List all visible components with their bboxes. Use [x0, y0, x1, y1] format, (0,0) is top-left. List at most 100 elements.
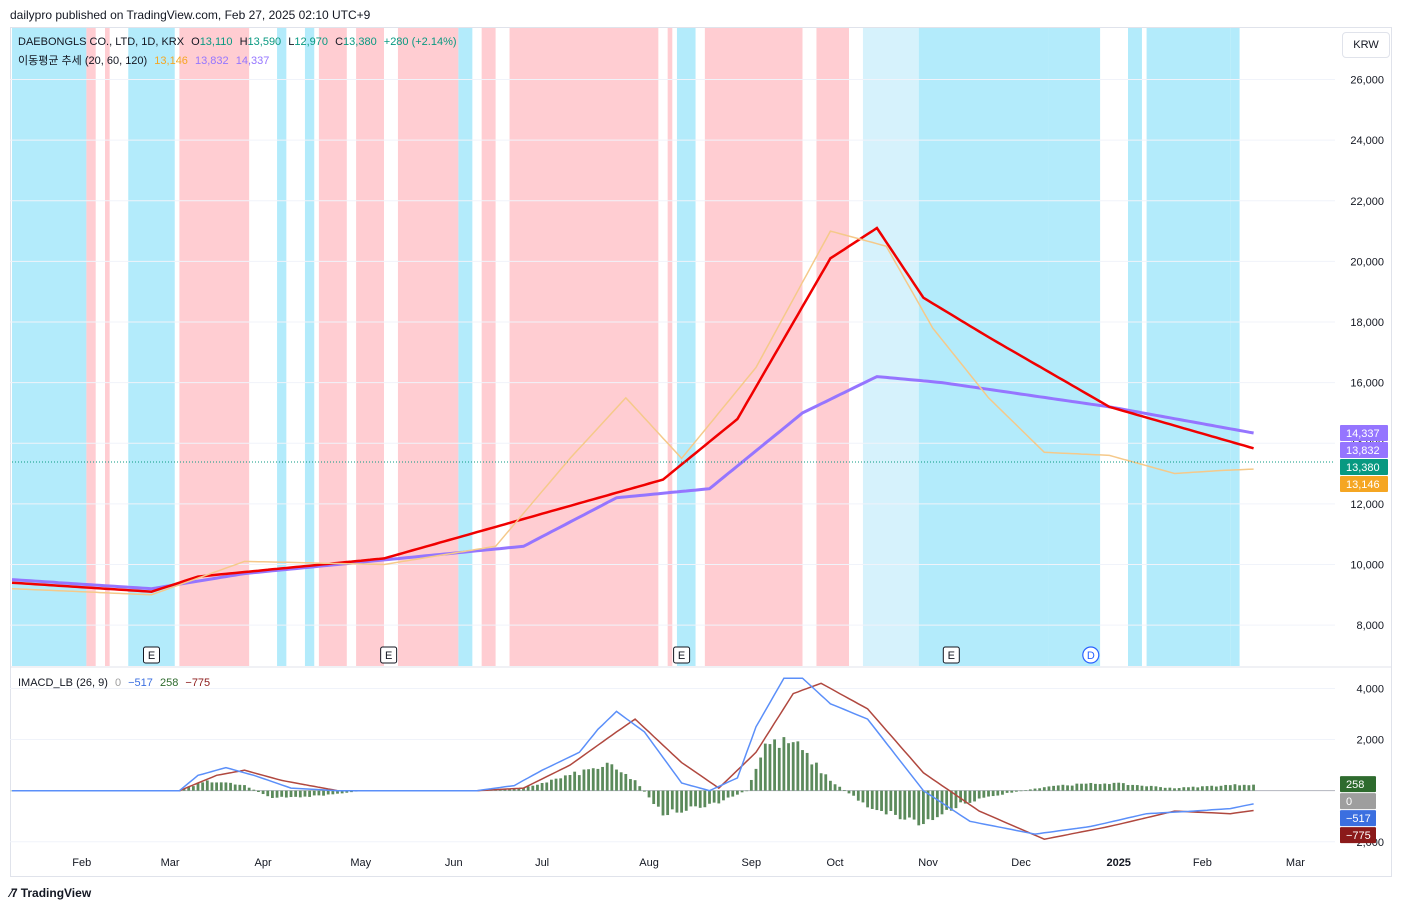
- macd-hist-bar: [694, 790, 697, 807]
- macd-hist-bar: [1024, 790, 1028, 791]
- macd-hist-bar: [749, 779, 753, 791]
- time-axis[interactable]: Feb Mar Apr May Jun Jul Aug Sep Oct Nov Dec 2025 Feb…: [72, 857, 1305, 869]
- macd-hist-bar: [684, 790, 688, 811]
- background-zone: [318, 28, 347, 666]
- price-label: 13,832: [1340, 442, 1388, 459]
- macd-hist-bar: [1252, 784, 1255, 791]
- macd-hist-bar: [252, 789, 256, 791]
- ma120-line: [11, 375, 1254, 591]
- macd-hist-bar: [1103, 783, 1107, 791]
- macd-hist-bar: [233, 784, 237, 791]
- background-zone: [676, 28, 696, 666]
- macd-hist-bar: [647, 790, 651, 798]
- tradingview-logo[interactable]: ⁄7 TradingView: [10, 886, 91, 900]
- background-zone: [458, 28, 473, 666]
- macd-tick-label: 2,000: [1356, 735, 1384, 747]
- macd-hist-bar: [322, 790, 325, 796]
- macd-hist-bar: [926, 790, 930, 820]
- macd-hist-bar: [922, 790, 925, 825]
- macd-hist-bar: [689, 790, 693, 807]
- macd-hist-bar: [308, 790, 311, 797]
- background-zone: [356, 28, 384, 666]
- macd-hist-bar: [1038, 788, 1042, 791]
- macd-hist-bar: [1098, 784, 1102, 791]
- macd-hist-bar: [1224, 784, 1228, 791]
- background-zone: [128, 28, 175, 666]
- background-zone: [704, 28, 803, 666]
- macd-hist-bar: [1033, 788, 1037, 791]
- dividend-marker[interactable]: D: [1082, 646, 1100, 664]
- macd-hist-bar: [959, 790, 962, 803]
- macd-hist-bar: [638, 786, 642, 791]
- macd-hist-bar: [317, 790, 321, 796]
- macd-hist-bar: [842, 790, 846, 791]
- macd-hist-bar: [1163, 787, 1167, 791]
- macd-hist-bar: [791, 742, 795, 791]
- price-label: 13,380: [1340, 459, 1388, 476]
- price-label-bg: [1340, 459, 1388, 476]
- background-zone: [277, 28, 287, 666]
- open-value: O13,110: [191, 36, 233, 48]
- macd-hist-bar: [531, 785, 535, 791]
- macd-hist-bar: [773, 739, 776, 791]
- macd-hist-bar: [787, 743, 790, 791]
- macd-hist-bar: [996, 790, 1000, 796]
- macd-hist-bar: [610, 764, 614, 791]
- time-tick-label: Nov: [918, 857, 938, 869]
- macd-hist-bar: [1126, 785, 1130, 791]
- event-marker-label: E: [385, 650, 392, 662]
- macd-hist-bar: [833, 784, 837, 791]
- macd-hist-bar: [819, 773, 823, 791]
- macd-hist-bar: [545, 782, 549, 791]
- macd-hist-bar: [526, 786, 530, 791]
- macd-legend[interactable]: IMACD_LB (26, 9) 0 −517 258 −775: [18, 677, 214, 689]
- macd-hist-bar: [1214, 786, 1218, 791]
- macd-hist-bar: [875, 790, 879, 811]
- macd-hist-bar: [912, 790, 916, 820]
- macd-price-label-bg: [1340, 793, 1376, 810]
- macd-hist-bar: [731, 790, 735, 797]
- earnings-marker[interactable]: E: [143, 646, 160, 664]
- macd-hist-bar: [633, 780, 637, 791]
- time-tick-label: Mar: [161, 857, 180, 869]
- macd-hist-bar: [643, 790, 646, 792]
- macd-hist-bar: [550, 779, 553, 791]
- macd-hist-bar: [824, 774, 828, 791]
- macd-hist-bar: [1210, 785, 1214, 791]
- price-tick-label: 16,000: [1350, 378, 1384, 390]
- macd-hist-bar: [670, 790, 674, 810]
- macd-indicator-name: IMACD_LB (26, 9): [18, 677, 108, 689]
- symbol-legend[interactable]: DAEBONGLS CO., LTD, 1D, KRX O13,110 H13,…: [18, 36, 461, 48]
- background-zone: [1048, 28, 1101, 666]
- macd-hist-bar: [754, 768, 758, 791]
- earnings-marker[interactable]: E: [380, 646, 398, 664]
- macd-hist-bar: [805, 752, 809, 791]
- price-label: 13,146: [1340, 476, 1388, 493]
- macd-price-label-text: −775: [1346, 830, 1371, 842]
- time-tick-label: Mar: [1286, 857, 1305, 869]
- earnings-marker[interactable]: E: [942, 646, 960, 664]
- macd-hist-bar: [829, 780, 832, 791]
- ma-legend[interactable]: 이동평균 추세 (20, 60, 120) 13,146 13,832 14,3…: [18, 52, 273, 68]
- earnings-marker[interactable]: E: [673, 646, 691, 664]
- macd-hist-bar: [666, 790, 670, 816]
- macd-zero-value: 0: [114, 677, 122, 689]
- background-zone: [397, 28, 459, 666]
- ma-indicator-name: 이동평균 추세 (20, 60, 120): [18, 55, 148, 67]
- macd-hist-bar: [1080, 783, 1083, 791]
- macd-hist-bar: [563, 775, 567, 791]
- price-label-text: 13,832: [1346, 445, 1380, 457]
- macd-hist-bar: [243, 785, 246, 791]
- macd-hist-bar: [568, 775, 572, 791]
- background-zone: [105, 28, 110, 666]
- ma60-line: [11, 226, 1254, 593]
- macd-hist-bar: [522, 787, 525, 791]
- price-axis[interactable]: 26,00024,00022,00020,00018,00016,00014,0…: [1340, 75, 1388, 849]
- time-tick-label: Feb: [72, 857, 91, 869]
- macd-hist-bar: [1173, 788, 1176, 791]
- dividend-marker-shape: [1082, 646, 1100, 664]
- currency-button[interactable]: KRW: [1342, 32, 1390, 58]
- time-tick-label: 2025: [1106, 857, 1130, 869]
